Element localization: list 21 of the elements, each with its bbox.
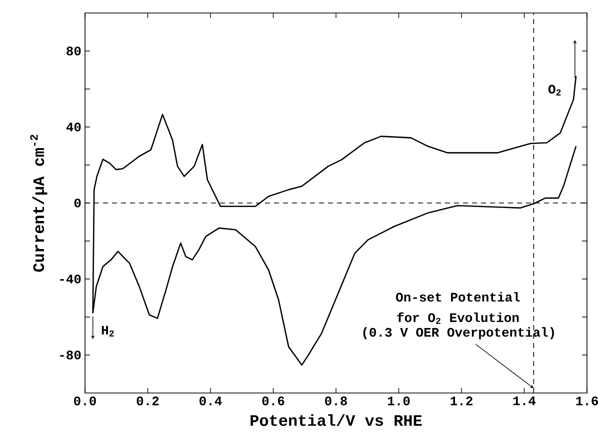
y-tick-label: 40	[66, 122, 81, 132]
x-tick-label: 0.8	[325, 396, 347, 406]
x-tick-label: 0.6	[262, 396, 284, 406]
x-tick-label: 0.0	[74, 396, 96, 406]
annotation: On-set Potential	[396, 292, 520, 302]
y-tick-label: -40	[60, 274, 81, 284]
x-tick-label: 1.2	[450, 396, 472, 406]
x-axis-title: Potential/V vs RHE	[250, 414, 422, 426]
y-axis-title: Current/µA cm$^{-2}$	[30, 134, 48, 272]
y-tick-label: 80	[66, 46, 81, 56]
x-tick-label: 1.0	[388, 396, 410, 406]
annotation: (0.3 V OER Overpotential)	[363, 327, 554, 340]
x-tick-label: 1.4	[513, 396, 536, 406]
y-tick-label: -80	[60, 350, 81, 360]
x-tick-label: 0.2	[136, 396, 159, 406]
annotation: for O$_{2}$ Evolution	[397, 312, 519, 324]
annotation: O$_{2}$	[548, 84, 561, 96]
y-tick-label: 0	[74, 198, 81, 208]
x-tick-label: 0.4	[200, 396, 222, 406]
x-tick-label: 1.6	[576, 396, 598, 406]
annotation: H$_{2}$	[102, 326, 114, 336]
